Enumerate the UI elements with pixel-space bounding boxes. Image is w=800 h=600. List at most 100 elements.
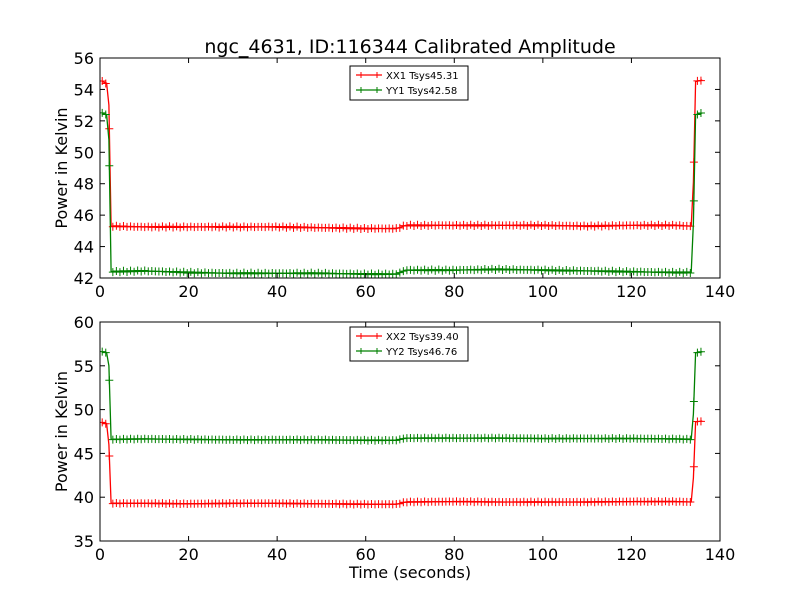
data-point-marker <box>371 436 380 445</box>
data-point-marker <box>583 222 592 231</box>
data-point-marker <box>367 269 376 278</box>
data-point-marker <box>123 435 132 444</box>
data-point-marker <box>133 266 142 275</box>
data-point-marker <box>424 434 433 443</box>
data-point-marker <box>232 499 241 508</box>
data-point-marker <box>119 266 128 275</box>
data-point-marker <box>211 222 220 231</box>
data-point-marker <box>108 268 117 277</box>
data-point-marker <box>530 498 539 507</box>
data-point-marker <box>339 499 348 508</box>
data-point-marker <box>225 222 234 231</box>
data-point-marker <box>541 497 550 506</box>
data-point-marker <box>491 434 500 443</box>
top-plot: 0 20 40 60 80 100 120 140 42 44 46 48 50 52 54 56 Power … <box>52 49 735 301</box>
data-point-marker <box>544 221 553 230</box>
data-point-marker <box>126 266 135 275</box>
data-point-marker <box>211 499 220 508</box>
data-point-marker <box>484 266 493 275</box>
data-point-marker <box>303 436 312 445</box>
data-point-marker <box>636 221 645 230</box>
data-point-marker <box>601 266 610 275</box>
data-point-marker <box>495 264 504 273</box>
data-point-marker <box>689 462 698 471</box>
data-point-marker <box>590 222 599 231</box>
data-point-marker <box>215 499 224 508</box>
data-point-marker <box>551 434 560 443</box>
data-point-marker <box>100 347 107 356</box>
data-point-marker <box>232 222 241 231</box>
data-point-marker <box>487 433 496 442</box>
data-point-marker <box>278 222 287 231</box>
data-point-marker <box>619 268 628 277</box>
data-point-marker <box>551 221 560 230</box>
data-point-marker <box>689 158 698 167</box>
data-point-marker <box>307 435 316 444</box>
data-point-marker <box>271 499 280 508</box>
data-point-marker <box>406 497 415 506</box>
data-point-marker <box>498 434 507 443</box>
data-point-marker <box>378 436 387 445</box>
data-point-marker <box>381 269 390 278</box>
data-point-marker <box>100 108 107 117</box>
plot-area <box>100 76 705 278</box>
data-point-marker <box>611 434 620 443</box>
x-tick-label: 60 <box>356 282 376 301</box>
data-point-marker <box>154 223 163 232</box>
data-point-marker <box>300 222 309 231</box>
data-point-marker <box>112 267 121 276</box>
x-tick-label: 0 <box>95 282 105 301</box>
y-tick-label: 50 <box>74 143 94 162</box>
data-point-marker <box>165 499 174 508</box>
data-point-marker <box>218 499 227 508</box>
data-point-marker <box>339 223 348 232</box>
data-point-marker <box>190 269 199 278</box>
data-point-marker <box>105 376 114 385</box>
data-point-marker <box>413 220 422 229</box>
data-point-marker <box>193 435 202 444</box>
data-point-marker <box>300 268 309 277</box>
data-point-marker <box>300 499 309 508</box>
data-point-marker <box>123 222 132 231</box>
data-point-marker <box>247 268 256 277</box>
data-point-marker <box>172 222 181 231</box>
data-point-marker <box>456 221 465 230</box>
data-point-marker <box>169 268 178 277</box>
y-tick-label: 52 <box>74 112 94 131</box>
data-point-marker <box>502 433 511 442</box>
data-point-marker <box>679 435 688 444</box>
data-point-marker <box>176 499 185 508</box>
data-point-marker <box>413 265 422 274</box>
data-point-marker <box>597 434 606 443</box>
data-point-marker <box>604 267 613 276</box>
series-markers <box>100 108 705 278</box>
data-point-marker <box>296 436 305 445</box>
data-point-marker <box>342 224 351 233</box>
data-point-marker <box>530 221 539 230</box>
data-point-marker <box>261 268 270 277</box>
data-point-marker <box>498 266 507 275</box>
data-point-marker <box>562 266 571 275</box>
data-point-marker <box>250 436 259 445</box>
data-point-marker <box>530 266 539 275</box>
data-point-marker <box>140 266 149 275</box>
data-point-marker <box>696 76 705 85</box>
data-point-marker <box>696 109 705 118</box>
data-point-marker <box>360 269 369 278</box>
data-point-marker <box>193 268 202 277</box>
data-point-marker <box>650 221 659 230</box>
axes-frame <box>99 321 721 542</box>
data-point-marker <box>597 222 606 231</box>
data-point-marker <box>293 435 302 444</box>
data-point-marker <box>310 436 319 445</box>
data-point-marker <box>282 499 291 508</box>
data-point-marker <box>587 221 596 230</box>
data-point-marker <box>172 267 181 276</box>
data-point-marker <box>541 220 550 229</box>
data-point-marker <box>491 221 500 230</box>
data-point-marker <box>597 498 606 507</box>
data-point-marker <box>459 220 468 229</box>
data-point-marker <box>392 270 401 278</box>
data-point-marker <box>356 270 365 278</box>
data-point-marker <box>353 269 362 278</box>
